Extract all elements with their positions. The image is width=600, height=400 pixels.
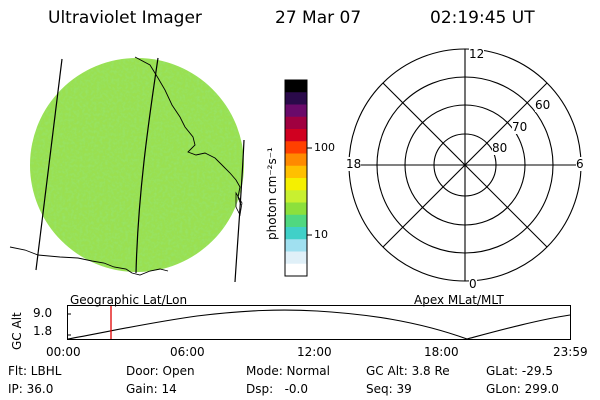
mlt-label-0: 0 (469, 277, 477, 291)
colorbar-step (285, 165, 307, 179)
mlat-label-70: 70 (512, 120, 528, 134)
mlat-label-80: 80 (492, 141, 508, 155)
colorbar-step (285, 263, 307, 277)
glat-info: GLat: -29.5 (486, 364, 553, 378)
orbit-xtick: 18:00 (424, 345, 459, 359)
meridian-line (234, 139, 245, 283)
ip-info: IP: 36.0 (8, 382, 54, 396)
orbit-xtick: 06:00 (170, 345, 205, 359)
colorbar-step (285, 92, 307, 105)
colorbar-step (285, 116, 307, 130)
colorbar-step (285, 239, 307, 252)
seq-info: Seq: 39 (366, 382, 412, 396)
mlat-label-60: 60 (535, 98, 551, 112)
colorbar (284, 79, 312, 277)
uv-image-panel (9, 56, 245, 283)
image-time: 02:19:45 UT (430, 8, 535, 28)
colorbar-tick-10: 10 (314, 228, 328, 241)
colorbar-step (285, 202, 307, 216)
filter-info: Flt: LBHL (8, 364, 62, 378)
altitude-curve (67, 309, 571, 340)
orbit-xtick: 00:00 (46, 345, 81, 359)
coastline (134, 56, 242, 206)
orbit-xtick: 23:59 (553, 345, 588, 359)
colorbar-step (285, 80, 307, 93)
colorbar-tick-100: 100 (314, 141, 335, 154)
gain-info: Gain: 14 (126, 382, 177, 396)
orbit-ytick-max: 9.0 (33, 306, 53, 320)
orbit-xtick: 12:00 (297, 345, 332, 359)
mlt-label-6: 6 (576, 157, 584, 171)
colorbar-step (285, 190, 307, 203)
colorbar-step (285, 141, 307, 154)
door-info: Door: Open (126, 364, 195, 378)
colorbar-step (285, 129, 307, 142)
apex-caption: Apex MLat/MLT (414, 293, 504, 307)
meridian-line (35, 58, 63, 271)
orbit-altitude-plot (67, 305, 571, 340)
colorbar-step (285, 214, 307, 228)
colorbar-step (285, 251, 307, 265)
glon-info: GLon: 299.0 (486, 382, 559, 396)
dsp-info: Dsp: -0.0 (246, 382, 309, 396)
colorbar-unit-label: photon cm⁻²s⁻¹ (265, 147, 279, 240)
mlt-label-12: 12 (469, 47, 485, 61)
instrument-title: Ultraviolet Imager (48, 8, 202, 28)
orbit-ylabel: GC Alt (10, 312, 24, 350)
gc-alt-info: GC Alt: 3.8 Re (366, 364, 450, 378)
colorbar-step (285, 153, 307, 167)
image-date: 27 Mar 07 (275, 8, 362, 28)
colorbar-step (285, 227, 307, 240)
coastline (235, 191, 243, 217)
meridian-line (135, 57, 159, 274)
coastline (9, 246, 169, 276)
colorbar-step (285, 104, 307, 118)
geographic-caption: Geographic Lat/Lon (70, 293, 188, 307)
orbit-ytick-min: 1.8 (33, 324, 53, 338)
mlt-label-18: 18 (346, 157, 362, 171)
colorbar-step (285, 178, 307, 191)
mode-info: Mode: Normal (246, 364, 330, 378)
polar-grid (348, 48, 582, 282)
